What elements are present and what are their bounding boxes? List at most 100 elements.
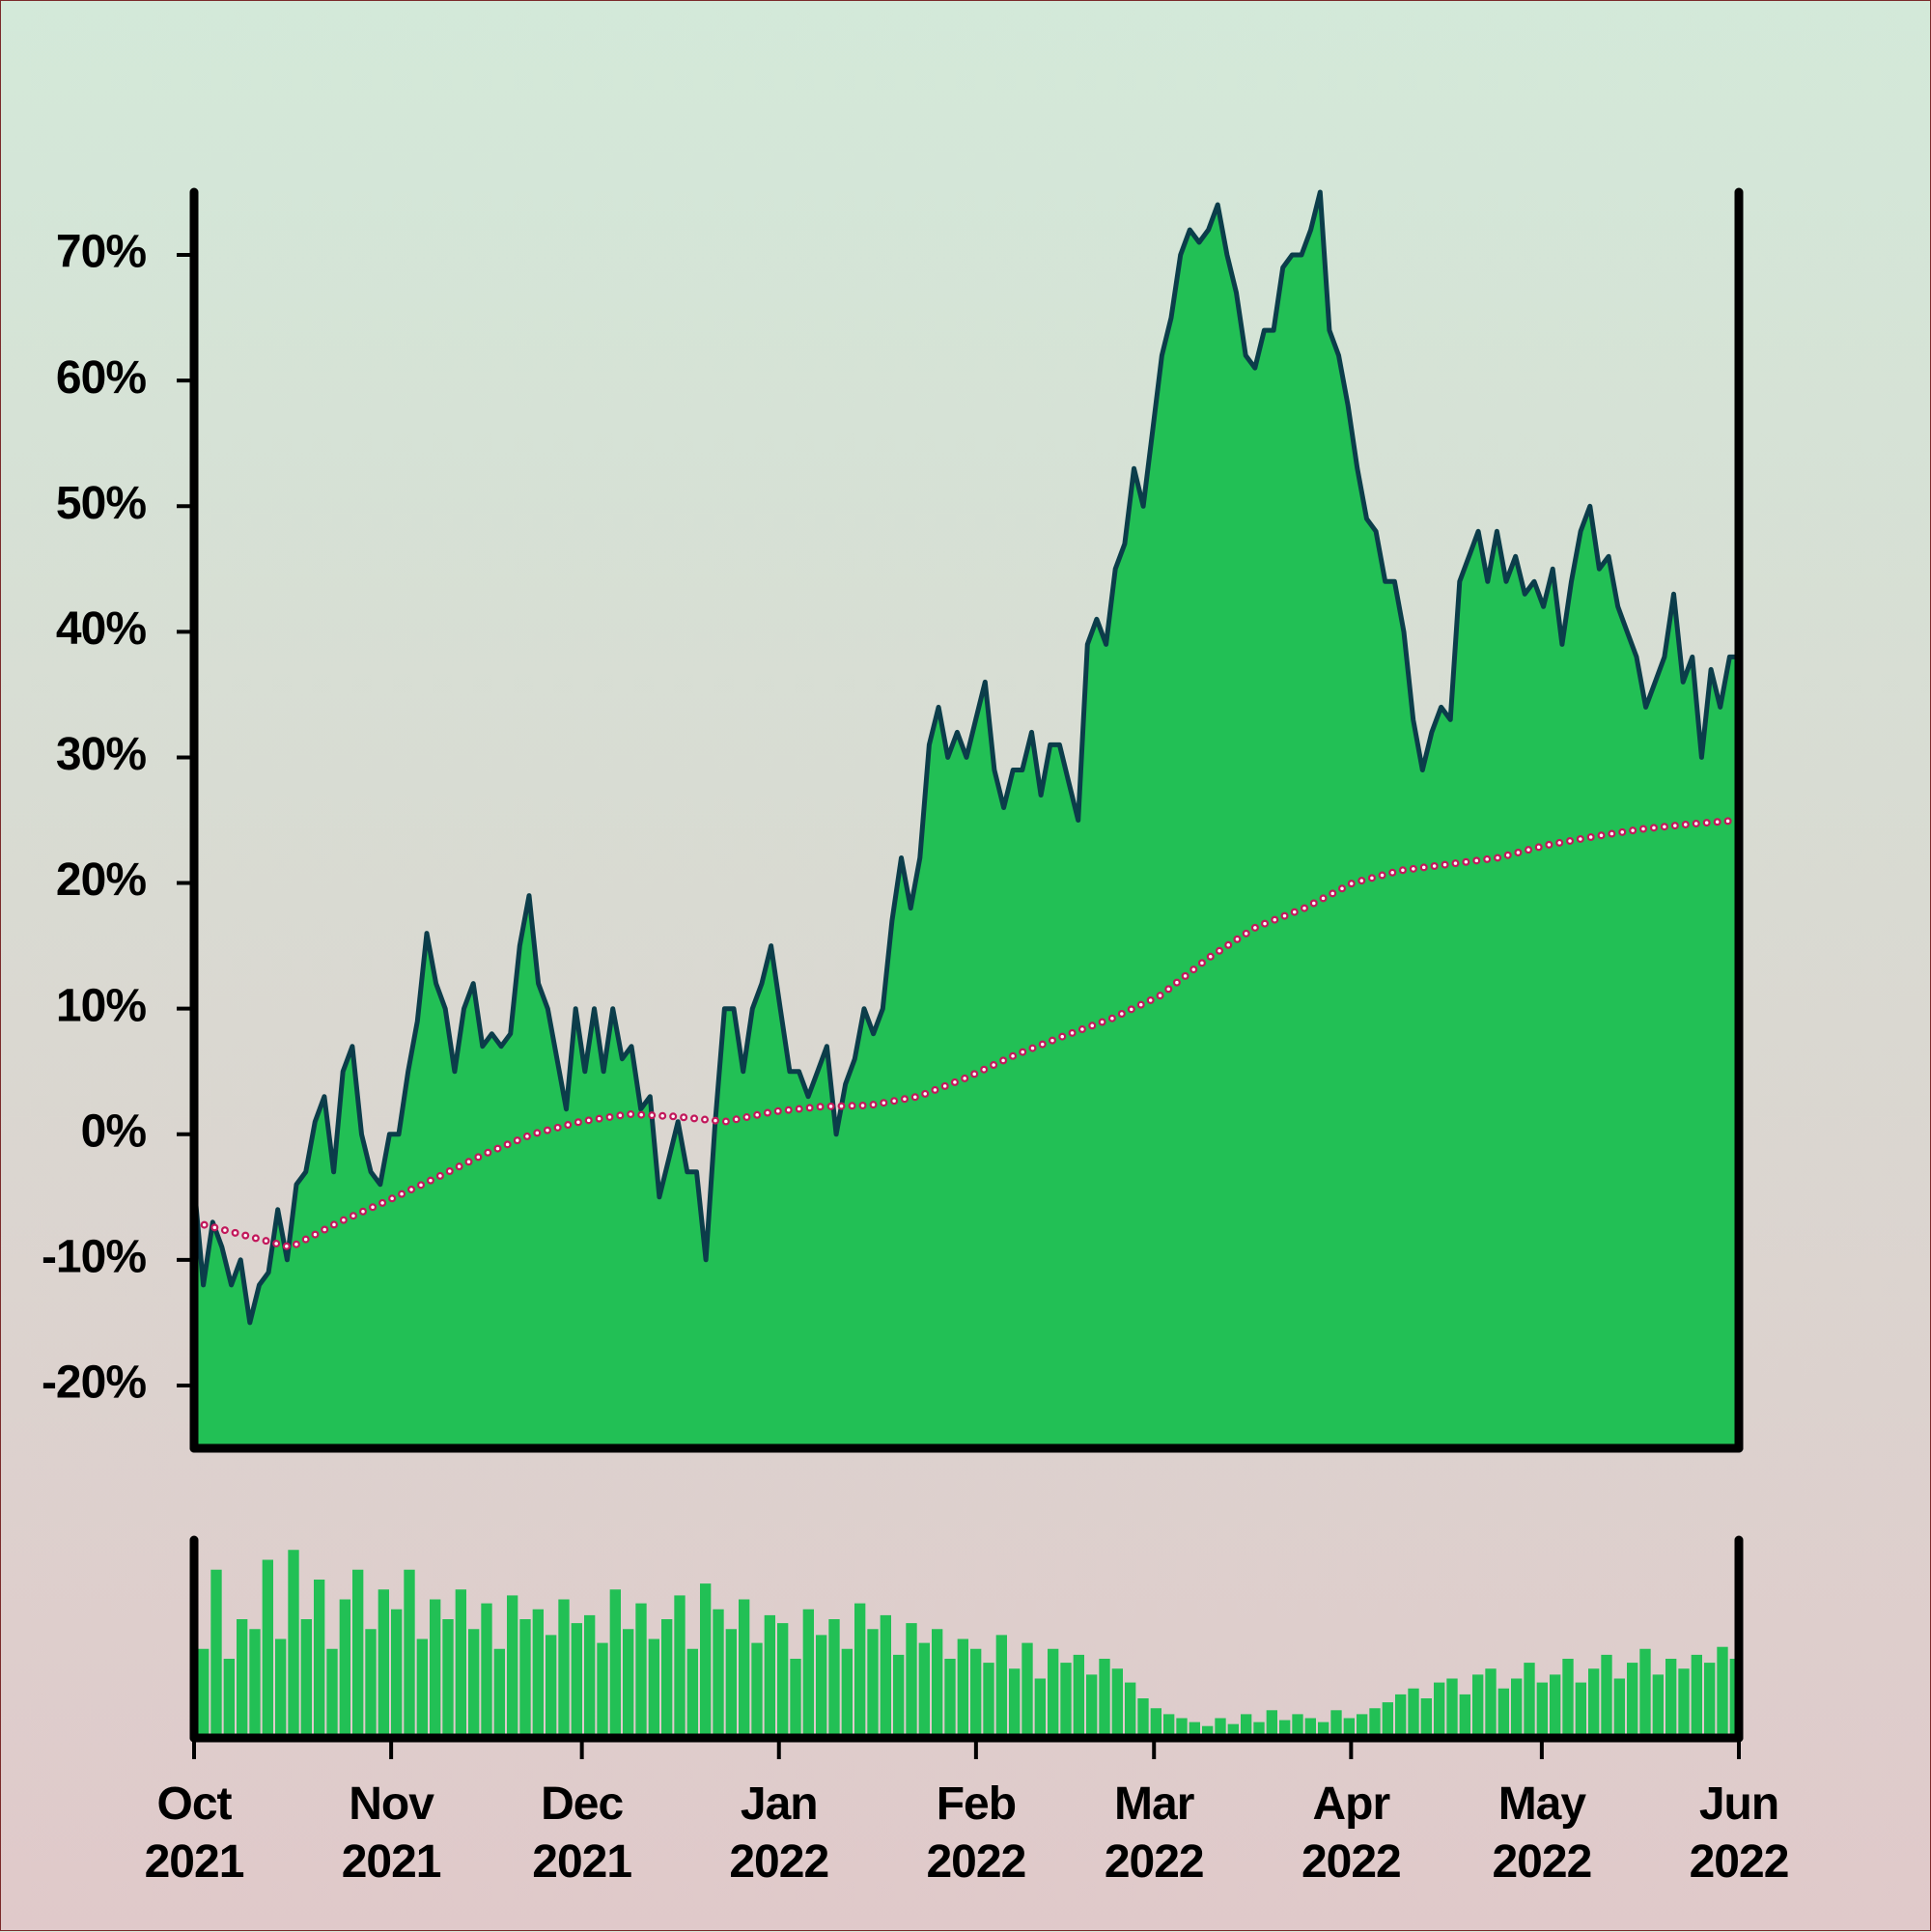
volume-bar [223, 1659, 235, 1738]
volume-bar [468, 1629, 480, 1738]
volume-bar [1343, 1718, 1355, 1738]
volume-bar [558, 1599, 570, 1738]
volume-bar [893, 1654, 905, 1738]
volume-bar [1704, 1663, 1716, 1738]
volume-bar [686, 1648, 698, 1738]
volume-bar [1550, 1674, 1561, 1738]
volume-bar [210, 1569, 222, 1738]
volume-bar [1446, 1678, 1458, 1738]
volume-bar [1163, 1714, 1175, 1738]
y-tick-label: 10% [56, 980, 146, 1031]
x-tick-label: Feb 2022 [926, 1778, 1026, 1888]
volume-bar [661, 1619, 673, 1738]
volume-bar [1511, 1678, 1523, 1738]
volume-bar [1588, 1668, 1600, 1738]
x-tick-label: Oct 2021 [144, 1778, 245, 1888]
volume-bar [906, 1623, 917, 1738]
volume-bar [609, 1589, 621, 1738]
volume-bar [764, 1614, 775, 1738]
volume-bar [455, 1589, 466, 1738]
volume-bar [648, 1638, 659, 1738]
volume-bar [1150, 1708, 1161, 1738]
volume-bar [1420, 1698, 1432, 1738]
volume-bar [970, 1648, 982, 1738]
volume-bar [1497, 1688, 1509, 1738]
volume-bar [546, 1635, 557, 1738]
volume-bar [1202, 1725, 1214, 1738]
volume-bar [314, 1580, 325, 1738]
volume-bar [1227, 1723, 1239, 1738]
volume-bar [1279, 1720, 1291, 1738]
volume-bar [262, 1559, 273, 1738]
volume-bar [507, 1595, 518, 1738]
volume-bar [1125, 1682, 1136, 1738]
volume-bar [300, 1619, 312, 1738]
volume-bar [944, 1659, 956, 1738]
volume-bar [1601, 1654, 1612, 1738]
area-fill [194, 192, 1739, 1448]
volume-bar [1357, 1714, 1368, 1738]
volume-bar [1021, 1642, 1033, 1738]
volume-bar [1717, 1646, 1728, 1738]
volume-bar [1691, 1654, 1702, 1738]
volume-bar [1408, 1688, 1419, 1738]
volume-bar [237, 1619, 248, 1738]
volume-bar [1241, 1714, 1252, 1738]
volume-bar [777, 1623, 789, 1738]
volume-bar [519, 1619, 531, 1738]
volume-bar [1485, 1668, 1497, 1738]
volume-bar [700, 1583, 712, 1738]
volume-bar [1176, 1718, 1188, 1738]
volume-bar [725, 1629, 737, 1738]
volume-bar [1073, 1654, 1084, 1738]
volume-bar [1060, 1663, 1072, 1738]
volume-bar [1382, 1702, 1393, 1738]
volume-bar [597, 1642, 608, 1738]
volume-bar [932, 1629, 943, 1738]
y-tick-label: 20% [56, 854, 146, 906]
volume-bar [1639, 1648, 1651, 1738]
y-tick-label: 70% [56, 227, 146, 278]
volume-bar [802, 1609, 814, 1738]
volume-bar [571, 1623, 582, 1738]
y-tick-label: -10% [42, 1232, 146, 1283]
volume-bar [880, 1614, 891, 1738]
volume-bar [1678, 1668, 1690, 1738]
volume-bar [584, 1614, 596, 1738]
volume-bar [1434, 1682, 1445, 1738]
volume-bar [1652, 1674, 1664, 1738]
volume-bar [391, 1609, 403, 1738]
y-tick-label: 0% [81, 1106, 147, 1157]
volume-bar [1137, 1698, 1149, 1738]
volume-bar [713, 1609, 724, 1738]
volume-bar [352, 1569, 364, 1738]
volume-bar [854, 1603, 866, 1738]
volume-bar [995, 1635, 1007, 1738]
volume-bar [481, 1603, 492, 1738]
volume-bar [751, 1642, 763, 1738]
volume-bar [674, 1595, 686, 1738]
volume-bar [816, 1635, 827, 1738]
volume-bar [790, 1659, 801, 1738]
x-tick-label: Jun 2022 [1689, 1778, 1790, 1888]
y-tick-label: 40% [56, 603, 146, 655]
volume-bar [841, 1648, 853, 1738]
volume-bar [365, 1629, 377, 1738]
volume-bar [828, 1619, 840, 1738]
price-line [191, 189, 1739, 1326]
volume-bar [1253, 1722, 1265, 1738]
volume-bar [1575, 1682, 1586, 1738]
volume-bar [1292, 1714, 1303, 1738]
volume-bar [635, 1603, 647, 1738]
volume-bar [1369, 1708, 1381, 1738]
volume-bar [1009, 1668, 1021, 1738]
volume-bar [623, 1629, 634, 1738]
volume-bar [1665, 1659, 1677, 1738]
volume-bar [1189, 1722, 1200, 1738]
volume-bar [1613, 1678, 1625, 1738]
volume-bar [430, 1599, 441, 1738]
y-tick-label: -20% [42, 1358, 146, 1409]
volume-bar [288, 1550, 299, 1738]
